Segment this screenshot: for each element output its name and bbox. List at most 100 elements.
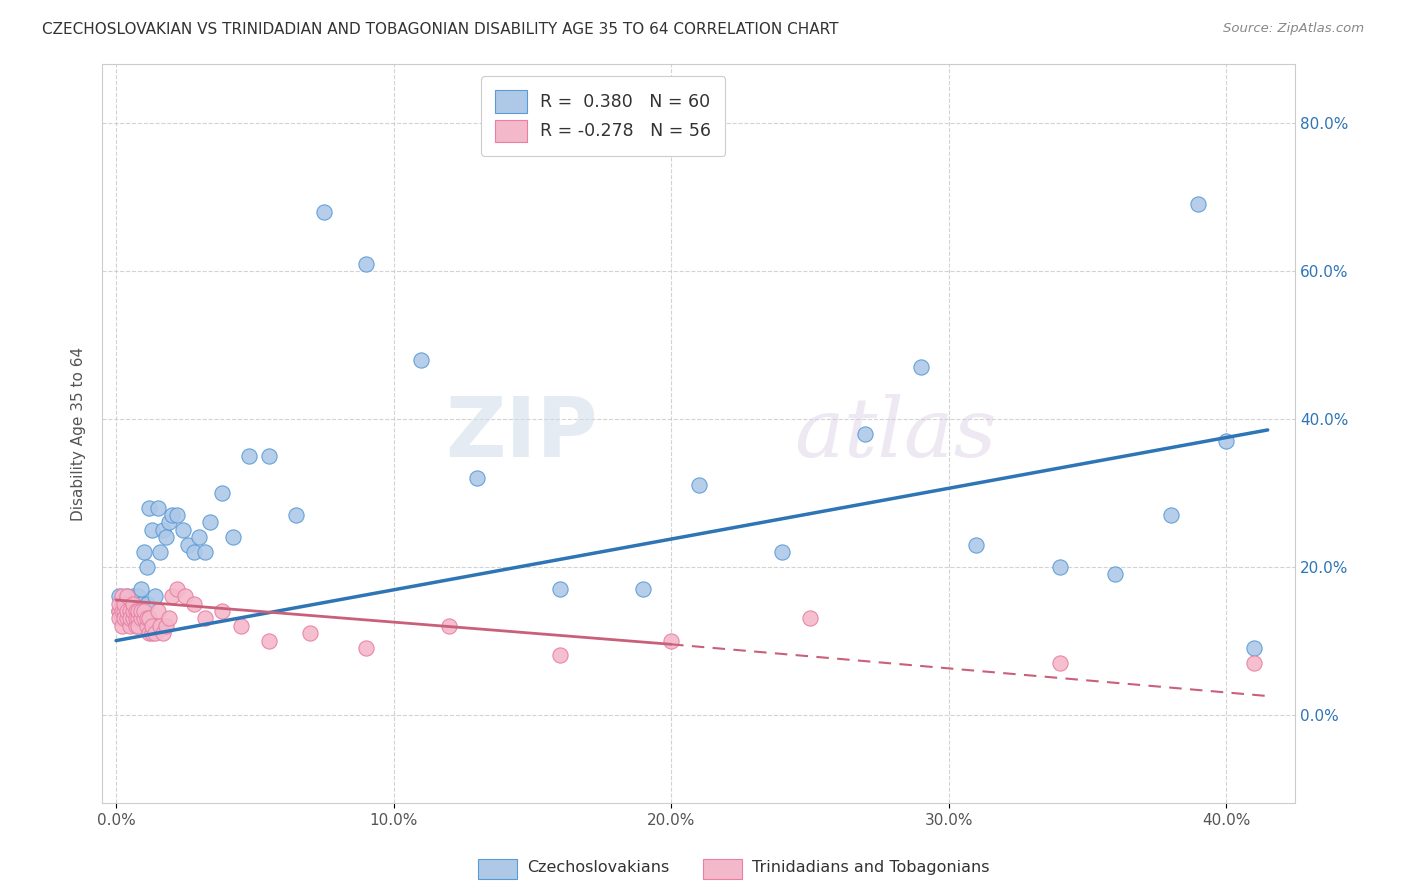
Point	[141, 626, 163, 640]
Point	[188, 530, 211, 544]
Point	[548, 582, 571, 596]
Point	[132, 604, 155, 618]
Point	[108, 589, 131, 603]
Point	[465, 471, 488, 485]
Point	[1215, 434, 1237, 448]
Point	[152, 626, 174, 640]
Point	[127, 604, 149, 618]
Point	[152, 523, 174, 537]
Point	[633, 582, 655, 596]
Point	[138, 626, 160, 640]
Point	[211, 604, 233, 618]
Legend: R =  0.380   N = 60, R = -0.278   N = 56: R = 0.380 N = 60, R = -0.278 N = 56	[481, 77, 725, 156]
Point	[111, 589, 134, 603]
Point	[108, 604, 131, 618]
Point	[118, 604, 141, 618]
Point	[160, 508, 183, 522]
Point	[437, 619, 460, 633]
Point	[211, 485, 233, 500]
Point	[354, 257, 377, 271]
Point	[115, 611, 138, 625]
Point	[112, 604, 135, 618]
Point	[221, 530, 243, 544]
Point	[141, 619, 163, 633]
Point	[659, 633, 682, 648]
Point	[149, 619, 172, 633]
Point	[121, 589, 143, 603]
Point	[1160, 508, 1182, 522]
Point	[111, 611, 134, 625]
Point	[135, 597, 157, 611]
Point	[548, 648, 571, 663]
Point	[177, 537, 200, 551]
Point	[314, 205, 336, 219]
Point	[965, 537, 987, 551]
Point	[688, 478, 710, 492]
Point	[132, 545, 155, 559]
Text: CZECHOSLOVAKIAN VS TRINIDADIAN AND TOBAGONIAN DISABILITY AGE 35 TO 64 CORRELATIO: CZECHOSLOVAKIAN VS TRINIDADIAN AND TOBAG…	[42, 22, 839, 37]
Point	[129, 597, 152, 611]
Point	[115, 604, 138, 618]
Point	[1049, 656, 1071, 670]
Point	[157, 516, 180, 530]
Point	[143, 589, 166, 603]
Point	[183, 545, 205, 559]
Point	[770, 545, 793, 559]
Point	[127, 619, 149, 633]
Point	[115, 589, 138, 603]
Point	[799, 611, 821, 625]
Point	[121, 611, 143, 625]
Text: ZIP: ZIP	[444, 393, 598, 475]
Point	[166, 508, 188, 522]
Point	[124, 604, 146, 618]
Point	[108, 597, 131, 611]
Point	[172, 523, 194, 537]
Point	[853, 426, 876, 441]
Point	[115, 589, 138, 603]
Point	[229, 619, 252, 633]
Point	[129, 611, 152, 625]
Point	[135, 619, 157, 633]
Point	[121, 597, 143, 611]
Point	[285, 508, 308, 522]
Y-axis label: Disability Age 35 to 64: Disability Age 35 to 64	[72, 347, 86, 521]
Point	[146, 500, 169, 515]
Point	[127, 604, 149, 618]
Point	[124, 619, 146, 633]
Point	[1243, 656, 1265, 670]
Point	[257, 449, 280, 463]
Point	[257, 633, 280, 648]
Point	[138, 611, 160, 625]
Point	[183, 597, 205, 611]
Point	[411, 352, 433, 367]
Point	[135, 611, 157, 625]
Point	[108, 611, 131, 625]
Point	[155, 619, 177, 633]
Point	[124, 597, 146, 611]
Text: Source: ZipAtlas.com: Source: ZipAtlas.com	[1223, 22, 1364, 36]
Point	[143, 626, 166, 640]
Point	[127, 611, 149, 625]
Point	[1104, 567, 1126, 582]
Point	[121, 604, 143, 618]
Point	[1049, 559, 1071, 574]
Point	[118, 611, 141, 625]
Point	[160, 589, 183, 603]
Point	[146, 604, 169, 618]
Point	[121, 604, 143, 618]
Point	[112, 597, 135, 611]
Point	[174, 589, 197, 603]
Text: Trinidadians and Tobagonians: Trinidadians and Tobagonians	[752, 860, 990, 874]
Point	[127, 589, 149, 603]
Point	[157, 611, 180, 625]
Point	[138, 500, 160, 515]
Point	[129, 604, 152, 618]
Point	[141, 523, 163, 537]
Point	[118, 611, 141, 625]
Point	[354, 640, 377, 655]
Point	[166, 582, 188, 596]
Point	[115, 604, 138, 618]
Point	[112, 604, 135, 618]
Point	[238, 449, 260, 463]
Point	[112, 611, 135, 625]
